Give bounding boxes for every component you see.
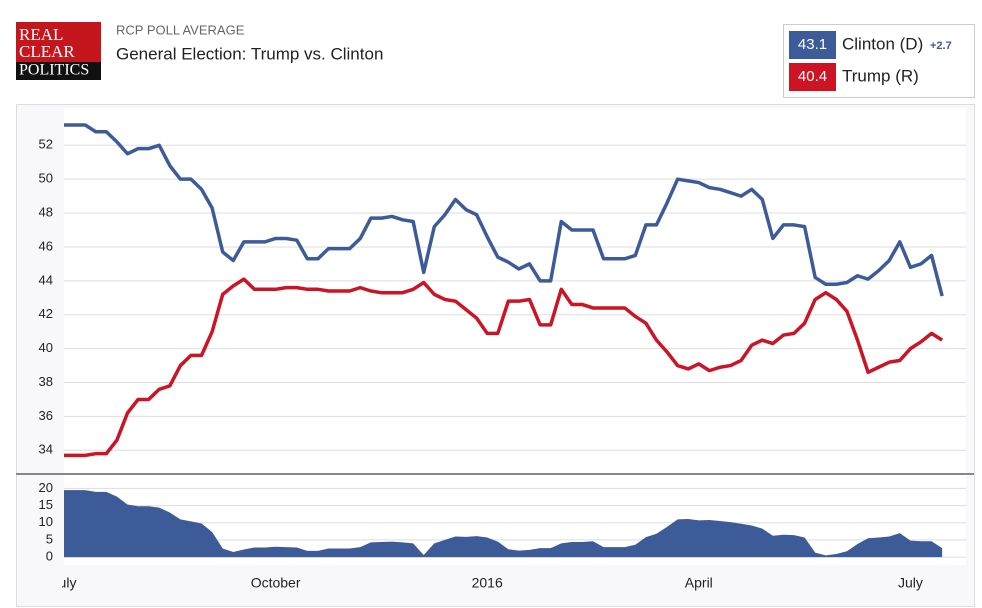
legend-label: Trump (R): [842, 66, 919, 85]
y-tick-label: 10: [39, 514, 53, 529]
y-tick-label: 5: [46, 531, 53, 546]
y-tick-label: 48: [39, 204, 53, 219]
y-tick-label: 52: [39, 137, 53, 152]
x-tick-label: April: [685, 575, 713, 591]
y-tick-label: 34: [39, 442, 53, 457]
y-tick-label: 15: [39, 497, 53, 512]
series-line: [64, 123, 944, 297]
legend-value: 40.4: [798, 68, 827, 85]
legend-swatch: [789, 63, 836, 91]
legend-label: Clinton (D): [842, 34, 923, 53]
y-tick-label: 40: [39, 340, 53, 355]
x-tick-label: July: [898, 575, 923, 591]
x-tick-label: July: [52, 575, 77, 591]
y-tick-label: 36: [39, 408, 53, 423]
plot-area: [64, 108, 966, 565]
legend-value: 43.1: [798, 36, 827, 53]
y-tick-label: 42: [39, 306, 53, 321]
spread-area: [64, 490, 943, 558]
y-tick-label: 46: [39, 238, 53, 253]
legend-swatch: [789, 31, 836, 59]
x-tick-label: October: [251, 575, 301, 591]
y-tick-label: 38: [39, 374, 53, 389]
series-line: [64, 277, 944, 458]
y-tick-label: 50: [39, 171, 53, 186]
chart-title: General Election: Trump vs. Clinton: [116, 44, 383, 63]
kicker: RCP POLL AVERAGE: [116, 22, 245, 37]
spread-label: +2.7: [930, 40, 952, 52]
y-tick-label: 0: [46, 549, 53, 564]
logo-text: CLEAR: [19, 42, 75, 61]
x-tick-label: 2016: [472, 575, 503, 591]
y-tick-label: 20: [39, 480, 53, 495]
logo-text: REAL: [19, 25, 63, 44]
y-tick-label: 44: [39, 272, 53, 287]
logo-bottom: [16, 62, 101, 80]
logo-text: POLITICS: [19, 62, 89, 79]
logo-top: [16, 22, 101, 62]
